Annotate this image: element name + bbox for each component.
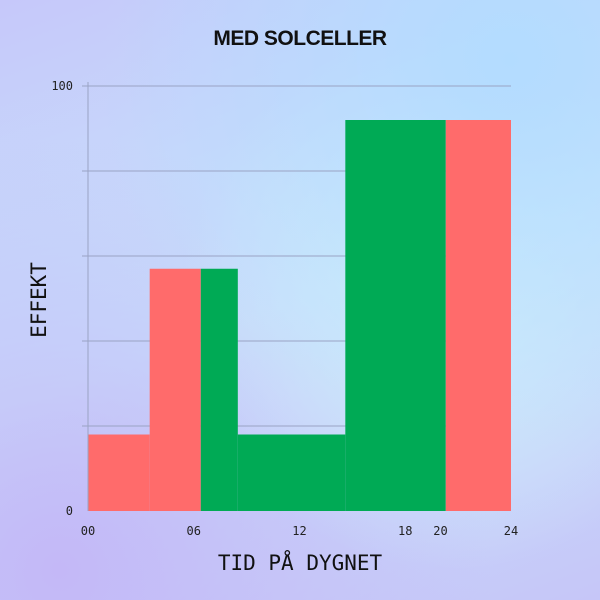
x-tick-label-1: 06: [187, 524, 201, 538]
y-tick-labels: 0 100: [51, 79, 73, 518]
y-tick-label-1: 100: [51, 79, 73, 93]
x-axis-label: TID PÅ DYGNET: [218, 549, 383, 575]
x-tick-label-5: 24: [504, 524, 518, 538]
x-tick-labels: 00 06 12 18 20 24: [81, 524, 518, 538]
bar-segment-4: [345, 120, 446, 511]
bar-segment-2: [200, 268, 238, 511]
x-tick-label-4: 20: [433, 524, 447, 538]
bar-segment-5: [445, 120, 511, 511]
y-axis-label: EFFEKT: [27, 262, 51, 338]
x-tick-label-0: 00: [81, 524, 95, 538]
chart-title: MED SOLCELLER: [213, 27, 387, 50]
bar-segment-3: [237, 434, 346, 511]
bars: [88, 120, 511, 511]
y-tick-label-0: 0: [66, 504, 73, 518]
bar-segment-0: [88, 434, 150, 511]
x-tick-label-2: 12: [292, 524, 306, 538]
x-tick-label-3: 18: [398, 524, 412, 538]
bar-segment-1: [149, 268, 201, 511]
